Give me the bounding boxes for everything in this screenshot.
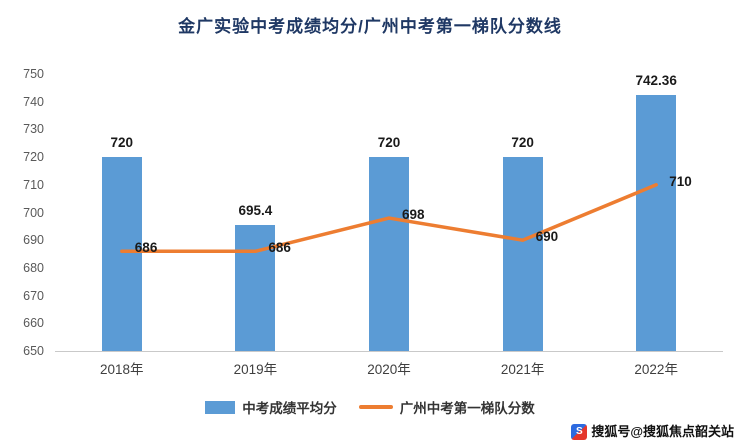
bar-value-label: 742.36 [635,73,677,89]
y-axis-tick-label: 740 [23,94,44,109]
x-axis-label: 2020年 [367,362,411,377]
y-axis-tick-label: 720 [23,150,44,165]
bar-value-label: 695.4 [238,203,273,219]
legend: 中考成绩平均分 广州中考第一梯队分数 [0,398,740,416]
legend-bar-label: 中考成绩平均分 [242,401,337,416]
bar-value-label: 720 [377,135,401,151]
y-axis-tick-label: 680 [23,260,44,275]
legend-line-label: 广州中考第一梯队分数 [399,401,535,416]
legend-line-swatch-icon [358,405,393,409]
line-value-label: 690 [535,229,559,245]
line-value-label: 686 [268,240,291,256]
x-axis-line [55,351,723,352]
y-axis-tick-label: 710 [23,177,44,192]
y-axis-tick-label: 730 [23,122,44,137]
line-value-label: 698 [402,207,425,223]
y-axis-tick-label: 690 [23,233,44,248]
watermark-text: 搜狐号@搜狐焦点韶关站 [591,424,734,439]
bar-2020年 [369,157,409,351]
bar-2021年 [502,157,543,351]
bar-value-label: 720 [511,135,534,151]
sohu-logo-icon: S [571,423,588,440]
line-value-label: 710 [669,173,692,189]
legend-bar-swatch-icon [205,400,236,414]
bar-value-label: 720 [110,135,134,151]
y-axis-tick-label: 750 [23,67,44,81]
y-axis-tick-label: 660 [23,316,44,331]
line-value-label: 686 [134,240,158,256]
x-axis-label: 2018年 [100,362,144,377]
x-axis-label: 2021年 [500,362,545,377]
x-axis-label: 2022年 [634,362,678,377]
watermark: S 搜狐号@搜狐焦点韶关站 [571,423,734,440]
bar-2022年 [636,95,677,351]
y-axis-tick-label: 700 [23,205,44,220]
y-axis-tick-label: 650 [23,344,44,358]
y-axis-tick-label: 670 [23,288,44,303]
x-axis-label: 2019年 [233,362,278,377]
chart-title: 金广实验中考成绩均分/广州中考第一梯队分数线 [178,17,562,36]
